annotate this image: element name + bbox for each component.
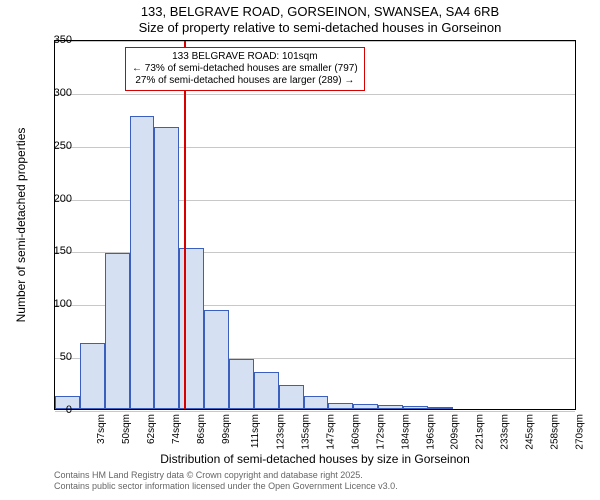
footer-line-1: Contains HM Land Registry data © Crown c…	[54, 470, 576, 481]
histogram-bar	[279, 385, 304, 409]
title-line-2: Size of property relative to semi-detach…	[50, 20, 590, 36]
license-footer: Contains HM Land Registry data © Crown c…	[54, 470, 576, 492]
x-tick-label: 184sqm	[400, 414, 411, 450]
histogram-bar	[179, 248, 204, 409]
footer-line-2: Contains public sector information licen…	[54, 481, 576, 492]
histogram-bar	[229, 359, 254, 409]
x-tick-label: 245sqm	[525, 414, 536, 450]
annot-line-2: ← 73% of semi-detached houses are smalle…	[132, 63, 358, 75]
x-tick-label: 74sqm	[171, 414, 182, 444]
histogram-bar	[254, 372, 279, 409]
gridline	[55, 411, 575, 412]
x-tick-label: 37sqm	[96, 414, 107, 444]
y-tick-label: 200	[32, 193, 72, 205]
y-tick-label: 150	[32, 245, 72, 257]
x-tick-label: 135sqm	[301, 414, 312, 450]
marker-line	[184, 41, 186, 409]
x-tick-label: 233sqm	[500, 414, 511, 450]
x-tick-label: 160sqm	[351, 414, 362, 450]
y-tick-label: 350	[32, 34, 72, 46]
y-tick-label: 0	[32, 404, 72, 416]
x-tick-label: 62sqm	[146, 414, 157, 444]
y-tick-label: 50	[32, 351, 72, 363]
x-tick-label: 111sqm	[250, 414, 261, 448]
annot-line-1: 133 BELGRAVE ROAD: 101sqm	[132, 51, 358, 63]
gridline	[55, 41, 575, 42]
histogram-bar	[353, 404, 378, 409]
x-tick-label: 196sqm	[425, 414, 436, 450]
annot-line-3: 27% of semi-detached houses are larger (…	[132, 75, 358, 87]
y-axis-title: Number of semi-detached properties	[14, 128, 28, 323]
histogram-bar	[80, 343, 105, 409]
x-axis-title: Distribution of semi-detached houses by …	[54, 452, 576, 466]
y-tick-label: 100	[32, 298, 72, 310]
x-tick-label: 99sqm	[221, 414, 232, 444]
x-tick-label: 86sqm	[196, 414, 207, 444]
histogram-bar	[154, 127, 179, 409]
annotation-box: 133 BELGRAVE ROAD: 101sqm ← 73% of semi-…	[125, 47, 365, 91]
title-line-1: 133, BELGRAVE ROAD, GORSEINON, SWANSEA, …	[50, 4, 590, 20]
y-tick-label: 300	[32, 87, 72, 99]
x-tick-label: 50sqm	[121, 414, 132, 444]
histogram-bar	[428, 407, 453, 409]
chart-title: 133, BELGRAVE ROAD, GORSEINON, SWANSEA, …	[50, 4, 590, 36]
histogram-bar	[105, 253, 130, 409]
x-tick-label: 258sqm	[549, 414, 560, 450]
histogram-bar	[378, 405, 403, 409]
gridline	[55, 94, 575, 95]
x-tick-label: 221sqm	[475, 414, 486, 450]
x-tick-label: 209sqm	[450, 414, 461, 450]
histogram-bar	[403, 406, 428, 409]
x-tick-label: 270sqm	[574, 414, 585, 450]
y-tick-label: 250	[32, 140, 72, 152]
plot-area: 133 BELGRAVE ROAD: 101sqm ← 73% of semi-…	[54, 40, 576, 410]
x-tick-label: 172sqm	[375, 414, 386, 450]
histogram-bar	[328, 403, 353, 409]
histogram-bar	[304, 396, 329, 409]
histogram-bar	[204, 310, 229, 409]
x-tick-label: 123sqm	[276, 414, 287, 450]
histogram-bar	[130, 116, 155, 409]
x-tick-label: 147sqm	[326, 414, 337, 450]
